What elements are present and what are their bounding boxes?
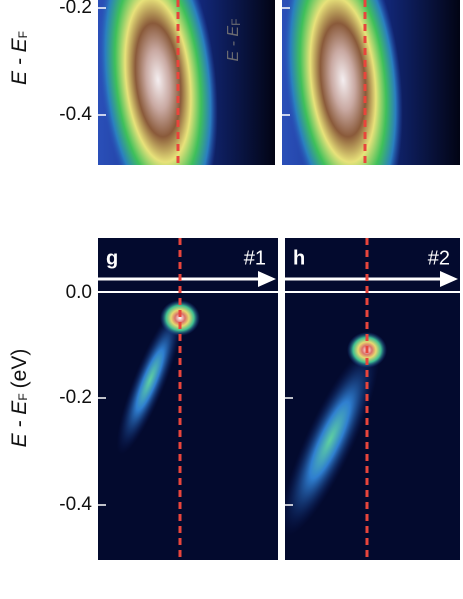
tick-label: -0.2 [59, 0, 92, 18]
y-axis-label: E - EF [8, 31, 31, 85]
tick-label: 0.0 [66, 282, 92, 303]
y-axis-label: E - EF (eV) [8, 349, 31, 448]
bottom-panel-right [285, 238, 460, 560]
label-part: F [229, 19, 243, 26]
tick-marks [98, 397, 293, 506]
panel-letter: h [293, 247, 305, 269]
label-part: E - E [225, 26, 242, 62]
top-panel-left [98, 0, 275, 165]
panel-tag: #2 [428, 247, 450, 269]
tick-label: -0.4 [59, 494, 92, 515]
label-part: F [16, 31, 30, 38]
bottom-panel-left [98, 238, 278, 560]
inset-axis-label: E - EF [225, 19, 243, 62]
top-panel-right [282, 0, 460, 165]
label-part: F [16, 393, 30, 400]
panel-letter: g [106, 247, 118, 269]
tick-label: -0.4 [59, 104, 92, 125]
label-part: (eV) [8, 349, 31, 389]
tick-marks [98, 7, 290, 116]
panel-tag: #1 [244, 247, 266, 269]
tick-label: -0.2 [59, 387, 92, 408]
label-part: E - E [8, 37, 31, 85]
label-part: E - E [8, 400, 31, 448]
